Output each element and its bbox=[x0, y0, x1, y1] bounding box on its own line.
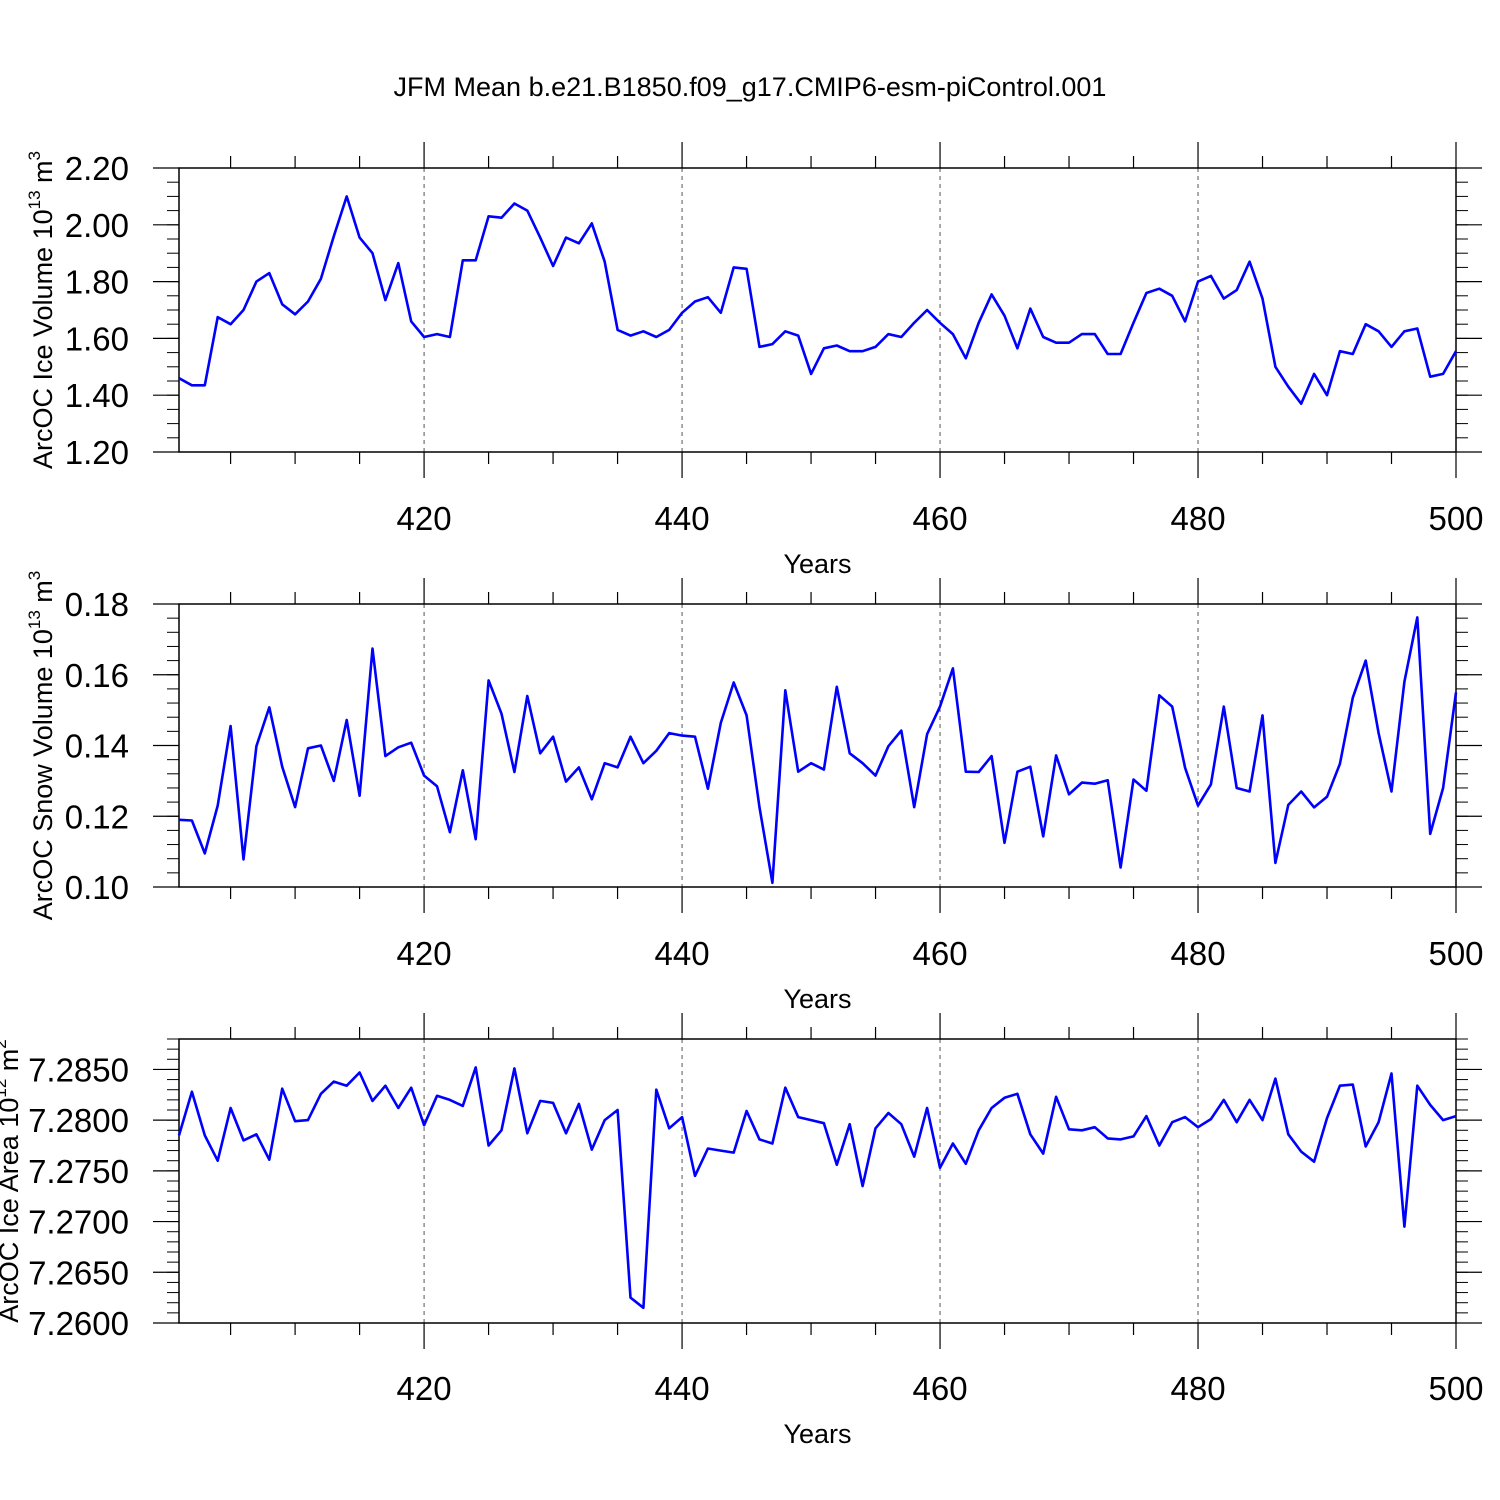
figure-title: JFM Mean b.e21.B1850.f09_g17.CMIP6-esm-p… bbox=[393, 72, 1107, 102]
ice-volume-y-tick-label: 1.80 bbox=[65, 264, 129, 301]
snow-volume-y-tick-label: 0.14 bbox=[65, 728, 129, 765]
ice-area-panel: 7.2600 7.2650 7.2700 7.2750 7.2800 7.2850 420 4… bbox=[0, 1013, 1484, 1449]
ice-volume-y-tick-label: 1.60 bbox=[65, 320, 129, 357]
ice-volume-x-axis-title: Years bbox=[783, 549, 851, 579]
ice-volume-x-tick-label: 420 bbox=[397, 500, 452, 537]
ice-volume-x-tick-label: 440 bbox=[655, 500, 710, 537]
ice-volume-y-tick-label: 2.00 bbox=[65, 207, 129, 244]
snow-volume-y-axis-title: ArcOC Snow Volume 1013 m3 bbox=[25, 571, 58, 921]
ice-area-x-tick-label: 460 bbox=[913, 1370, 968, 1407]
snow-volume-panel: 0.10 0.12 0.14 0.16 0.18 420 440 460 480 500 Years… bbox=[25, 571, 1484, 1014]
ice-volume-panel: 1.20 1.40 1.60 1.80 2.00 2.20 420 440 460 480 500 Y… bbox=[25, 142, 1484, 579]
snow-volume-x-tick-label: 480 bbox=[1170, 935, 1225, 972]
ice-area-x-tick-label: 500 bbox=[1428, 1370, 1483, 1407]
ice-area-y-tick-label: 7.2600 bbox=[28, 1305, 129, 1342]
ice-volume-x-tick-label: 500 bbox=[1428, 500, 1483, 537]
snow-volume-y-tick-label: 0.18 bbox=[65, 586, 129, 623]
ice-area-x-axis-title: Years bbox=[783, 1419, 851, 1449]
ice-area-y-tick-label: 7.2650 bbox=[28, 1254, 129, 1291]
snow-volume-x-axis-title: Years bbox=[783, 984, 851, 1014]
ice-area-y-tick-label: 7.2800 bbox=[28, 1102, 129, 1139]
ice-area-y-tick-label: 7.2850 bbox=[28, 1051, 129, 1088]
snow-volume-series-line bbox=[178, 616, 1458, 885]
ice-area-y-tick-label: 7.2750 bbox=[28, 1153, 129, 1190]
snow-volume-x-tick-label: 460 bbox=[913, 935, 968, 972]
ice-area-y-tick-label: 7.2700 bbox=[28, 1204, 129, 1241]
ice-area-y-axis-title: ArcOC Ice Area 1012 m2 bbox=[0, 1039, 24, 1323]
snow-volume-x-tick-label: 440 bbox=[655, 935, 710, 972]
snow-volume-y-tick-label: 0.16 bbox=[65, 657, 129, 694]
ice-area-x-tick-label: 480 bbox=[1170, 1370, 1225, 1407]
ice-volume-y-tick-label: 2.20 bbox=[65, 150, 129, 187]
snow-volume-x-tick-label: 420 bbox=[397, 935, 452, 972]
snow-volume-plot-frame bbox=[178, 603, 1457, 888]
ice-area-plot-frame bbox=[178, 1038, 1457, 1324]
ice-volume-x-tick-label: 480 bbox=[1170, 500, 1225, 537]
ice-volume-x-tick-label: 460 bbox=[913, 500, 968, 537]
ice-area-series-line bbox=[177, 1066, 1457, 1310]
ice-volume-y-tick-label: 1.20 bbox=[65, 434, 129, 471]
snow-volume-y-tick-label: 0.10 bbox=[65, 869, 129, 906]
snow-volume-x-tick-label: 500 bbox=[1428, 935, 1483, 972]
snow-volume-y-tick-label: 0.12 bbox=[65, 798, 129, 835]
ice-volume-y-tick-label: 1.40 bbox=[65, 377, 129, 414]
ice-area-x-tick-label: 440 bbox=[655, 1370, 710, 1407]
ice-volume-y-axis-title: ArcOC Ice Volume 1013 m3 bbox=[25, 151, 58, 469]
ice-volume-series-line bbox=[178, 195, 1458, 406]
ice-volume-plot-frame bbox=[178, 167, 1457, 453]
ice-area-x-tick-label: 420 bbox=[397, 1370, 452, 1407]
